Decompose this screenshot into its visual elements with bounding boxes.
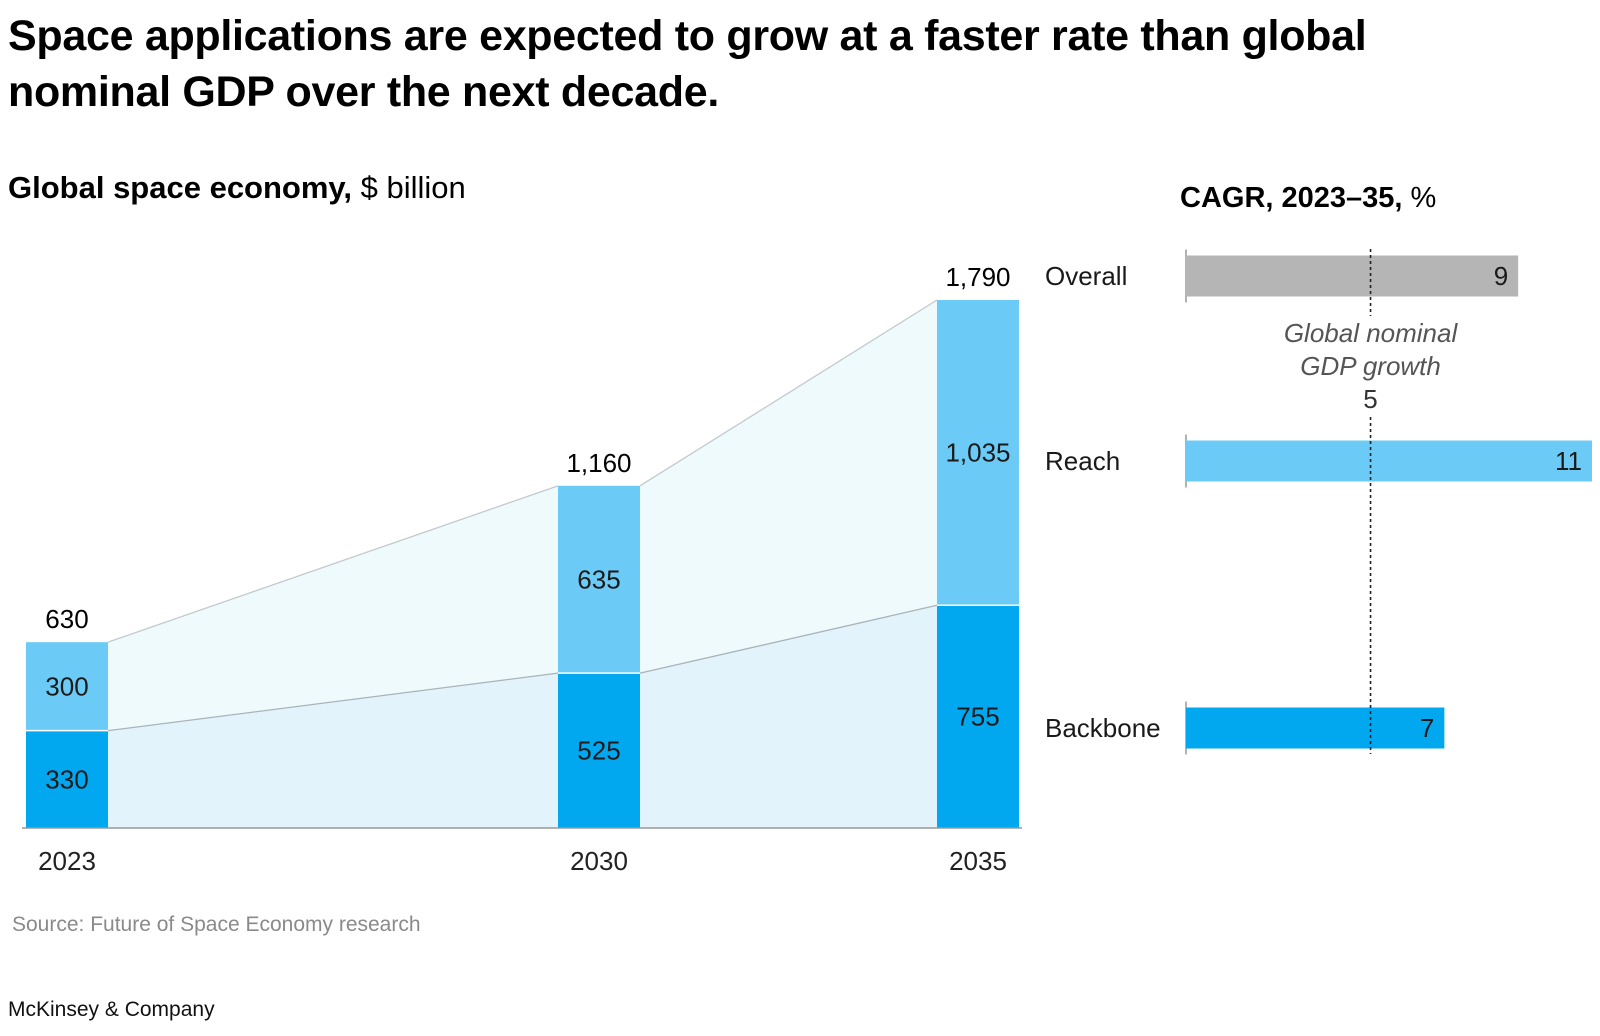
gdp-label-background (1260, 316, 1481, 416)
x-tick-label: 2023 (38, 846, 96, 876)
area-reach (108, 300, 937, 731)
cagr-category-label: Overall (1045, 261, 1127, 291)
bar-reach (26, 642, 108, 731)
bar-total-label: 1,790 (945, 262, 1010, 292)
bar-total-label: 1,160 (566, 448, 631, 478)
area-backbone (108, 605, 937, 828)
cagr-bar (1186, 255, 1519, 297)
cagr-value-label: 11 (1555, 446, 1582, 476)
bar-label-backbone: 755 (956, 702, 999, 732)
connector-line-total (639, 299, 938, 487)
bar-label-reach: 1,035 (945, 438, 1010, 468)
cagr-value-label: 7 (1420, 713, 1434, 743)
bar-label-backbone: 525 (577, 736, 620, 766)
bar-label-reach: 300 (45, 671, 88, 701)
cagr-value-label: 9 (1494, 261, 1508, 291)
connector-line-backbone (107, 672, 559, 732)
source-note: Source: Future of Space Economy research (12, 913, 421, 936)
cagr-title: CAGR, 2023–35, % (1180, 182, 1436, 215)
chart-title: Space applications are expected to grow … (8, 12, 1367, 116)
bar-total-label: 630 (45, 604, 88, 634)
bar-backbone (937, 605, 1019, 828)
connector-line-backbone (639, 604, 938, 674)
cagr-category-label: Backbone (1045, 713, 1161, 743)
connector-line-total (107, 485, 559, 643)
cagr-category-label: Reach (1045, 446, 1120, 476)
subtitle-unit: $ billion (360, 170, 466, 205)
chart-subtitle: Global space economy, $ billion (8, 170, 466, 206)
subtitle-label: Global space economy, (8, 170, 352, 205)
cagr-title-unit: % (1410, 182, 1437, 214)
bar-label-backbone: 330 (45, 764, 88, 794)
cagr-bar (1186, 707, 1445, 749)
x-tick-label: 2035 (949, 846, 1007, 876)
x-tick-label: 2030 (570, 846, 628, 876)
bar-reach (558, 485, 640, 674)
gdp-reference-label-line2: GDP growth (1300, 351, 1441, 381)
gdp-reference-label-line1: Global nominal (1284, 318, 1459, 348)
bar-label-reach: 635 (577, 564, 620, 594)
bar-backbone (26, 730, 108, 828)
gdp-reference-value: 5 (1363, 384, 1377, 414)
cagr-title-label: CAGR, 2023–35, (1180, 182, 1403, 214)
brand-logo-text: McKinsey & Company (8, 998, 215, 1021)
cagr-bar (1186, 440, 1592, 482)
bar-reach (937, 300, 1019, 606)
bar-backbone (558, 673, 640, 828)
